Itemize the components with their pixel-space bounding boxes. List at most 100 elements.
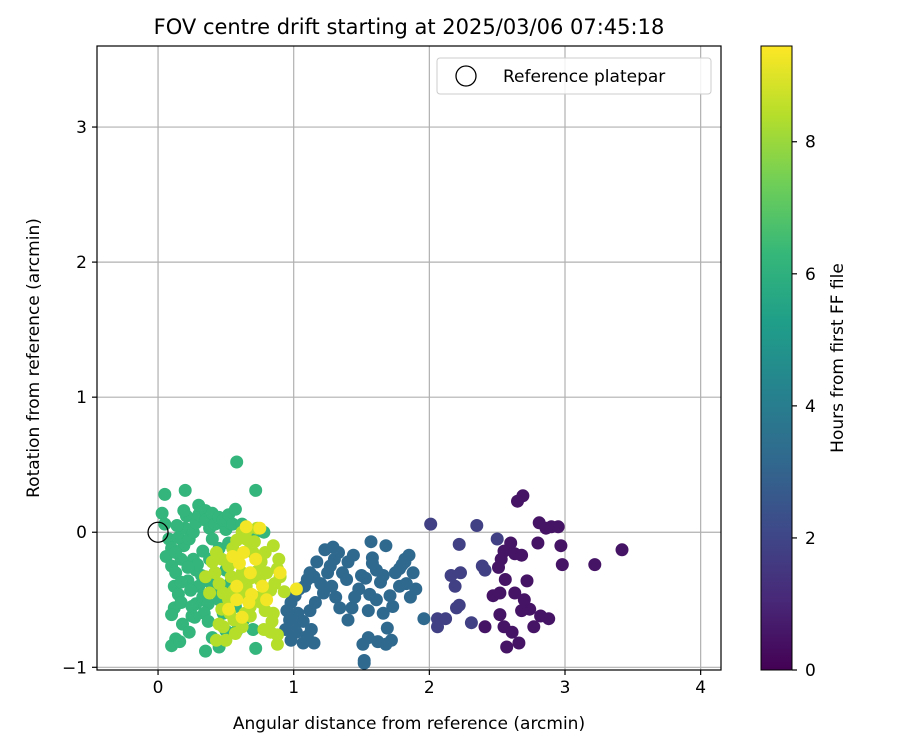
colorbar-tick-label: 4 — [805, 397, 816, 417]
data-point — [364, 535, 378, 549]
data-point — [284, 633, 298, 647]
data-point — [464, 616, 478, 630]
legend: Reference platepar — [436, 57, 712, 95]
data-point — [182, 625, 196, 639]
data-point — [212, 617, 226, 631]
data-point — [498, 573, 512, 586]
data-point — [393, 579, 406, 593]
data-point — [230, 593, 244, 607]
data-point — [230, 455, 244, 469]
data-point — [409, 582, 423, 596]
plot-frame — [96, 45, 722, 671]
data-point — [226, 550, 240, 563]
data-point — [444, 569, 458, 582]
data-point — [249, 483, 263, 497]
data-point — [205, 532, 219, 546]
y-tick-label: 1 — [76, 388, 87, 408]
data-point — [508, 586, 522, 600]
data-point — [230, 579, 244, 593]
data-point — [283, 613, 297, 627]
data-point — [376, 606, 390, 620]
data-point — [515, 548, 529, 562]
data-point — [417, 612, 431, 626]
data-point — [348, 590, 362, 604]
data-point — [173, 635, 187, 649]
data-point — [356, 637, 370, 651]
data-point — [174, 596, 188, 609]
data-point — [497, 620, 511, 634]
data-point — [222, 602, 236, 616]
data-point — [246, 623, 260, 636]
x-axis-label: Angular distance from reference (arcmin) — [233, 714, 585, 734]
data-point — [249, 552, 263, 566]
data-point — [270, 637, 284, 651]
data-point — [199, 644, 212, 658]
data-point — [209, 633, 223, 647]
data-point — [379, 539, 393, 553]
data-point — [517, 593, 531, 607]
legend-box — [436, 57, 712, 95]
colorbar — [760, 45, 793, 671]
data-point — [307, 636, 321, 650]
data-point — [228, 627, 242, 640]
data-point — [247, 535, 261, 549]
data-point — [478, 620, 492, 634]
data-point — [239, 520, 253, 534]
data-point — [511, 494, 524, 508]
chart-title: FOV centre drift starting at 2025/03/06 … — [154, 15, 665, 39]
colorbar-ticks: 0 2 4 6 8 — [792, 133, 816, 681]
data-point — [406, 566, 420, 580]
data-point — [253, 521, 267, 535]
data-point — [296, 636, 310, 650]
data-point — [555, 558, 569, 572]
data-point — [188, 610, 202, 624]
colorbar-tick-label: 0 — [805, 661, 816, 681]
data-point — [431, 612, 444, 626]
data-point — [308, 596, 322, 609]
data-point — [158, 487, 172, 501]
data-point — [181, 560, 195, 574]
data-point — [277, 585, 291, 599]
data-point — [475, 559, 489, 573]
y-tick-label: 3 — [76, 118, 87, 138]
legend-label: Reference platepar — [503, 67, 665, 87]
data-points — [155, 455, 629, 670]
y-axis-ticks: −1 0 1 2 3 — [62, 118, 97, 678]
data-point — [185, 600, 199, 613]
data-point — [257, 623, 271, 636]
colorbar-label: Hours from first FF file — [828, 263, 848, 453]
data-point — [326, 540, 340, 554]
data-point — [177, 504, 191, 518]
data-point — [448, 579, 462, 593]
legend-reference-marker — [455, 65, 477, 87]
data-point — [355, 569, 368, 582]
data-point — [527, 620, 541, 634]
data-point — [534, 609, 548, 623]
data-point — [492, 560, 505, 574]
data-point — [490, 532, 504, 546]
data-point — [272, 552, 286, 566]
reference-platepar-marker — [147, 521, 169, 543]
x-tick-label: 3 — [560, 678, 571, 698]
data-point — [361, 604, 375, 618]
data-point — [155, 506, 169, 520]
data-point — [424, 517, 438, 531]
data-point — [212, 577, 226, 591]
x-tick-label: 4 — [695, 678, 706, 698]
data-point — [310, 555, 324, 569]
data-point — [365, 556, 379, 570]
data-point — [398, 552, 412, 566]
data-point — [199, 570, 212, 584]
data-point — [532, 516, 546, 530]
data-point — [450, 601, 463, 615]
data-point — [201, 614, 215, 628]
colorbar-tick-label: 2 — [805, 529, 816, 549]
data-point — [243, 566, 257, 580]
data-point — [383, 589, 397, 603]
data-point — [329, 590, 343, 604]
data-point — [380, 621, 394, 635]
data-point — [289, 582, 303, 596]
data-point — [237, 546, 250, 559]
data-point — [321, 566, 335, 580]
data-point — [341, 613, 355, 627]
